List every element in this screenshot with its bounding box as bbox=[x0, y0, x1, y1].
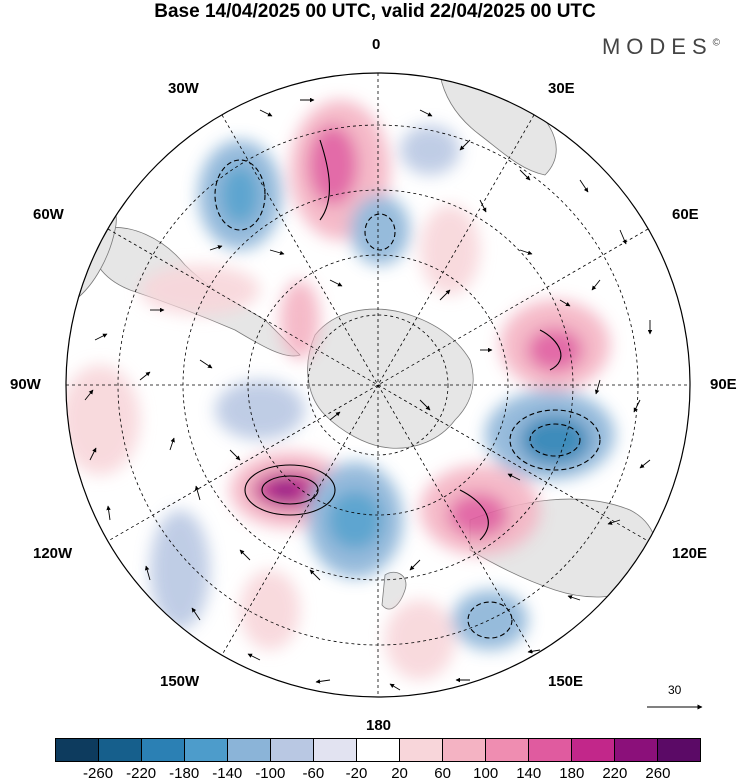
colorbar-swatch bbox=[572, 739, 615, 761]
colorbar-swatch bbox=[529, 739, 572, 761]
land-masses bbox=[66, 73, 658, 610]
lon-label-150w: 150W bbox=[160, 673, 200, 690]
lon-label-60e: 60E bbox=[672, 206, 699, 223]
colorbar bbox=[55, 738, 701, 762]
colorbar-swatch bbox=[228, 739, 271, 761]
map-boundary bbox=[65, 72, 691, 698]
colorbar-tick-label: -260 bbox=[83, 765, 114, 782]
colorbar-swatch bbox=[142, 739, 185, 761]
lon-label-0: 0 bbox=[372, 36, 381, 53]
map-title: Base 14/04/2025 00 UTC, valid 22/04/2025… bbox=[154, 1, 596, 22]
colorbar-swatch bbox=[99, 739, 142, 761]
colorbar-swatch bbox=[615, 739, 658, 761]
colorbar-swatch bbox=[185, 739, 228, 761]
colorbar-tick-label: 60 bbox=[434, 765, 451, 782]
colorbar-tick-label: 260 bbox=[645, 765, 671, 782]
brand-mark: © bbox=[712, 37, 720, 49]
colorbar-swatch bbox=[314, 739, 357, 761]
colorbar-swatch bbox=[400, 739, 443, 761]
colorbar-tick-label: -60 bbox=[302, 765, 325, 782]
vector-scale-label: 30 bbox=[668, 683, 682, 697]
colorbar-tick-label: -20 bbox=[345, 765, 368, 782]
lon-label-30w: 30W bbox=[168, 80, 199, 97]
colorbar-swatch bbox=[443, 739, 486, 761]
colorbar-tick-label: -220 bbox=[126, 765, 157, 782]
colorbar-swatch bbox=[271, 739, 314, 761]
lon-label-120w: 120W bbox=[33, 545, 73, 562]
new-zealand bbox=[381, 571, 407, 610]
colorbar-tick-label: 20 bbox=[391, 765, 408, 782]
colorbar-tick-label: 100 bbox=[473, 765, 499, 782]
lon-label-180: 180 bbox=[366, 717, 392, 734]
anomaly-field bbox=[66, 100, 615, 680]
lon-label-150e: 150E bbox=[548, 673, 584, 690]
colorbar-tick-label: 220 bbox=[602, 765, 628, 782]
lon-label-90e: 90E bbox=[710, 376, 737, 393]
colorbar-tick-label: -100 bbox=[255, 765, 286, 782]
map-field bbox=[66, 73, 690, 697]
lon-label-90w: 90W bbox=[10, 376, 41, 393]
antarctica bbox=[307, 308, 474, 449]
colorbar-swatch bbox=[658, 739, 700, 761]
brand-text: MODES bbox=[601, 34, 713, 59]
colorbar-swatch bbox=[357, 739, 400, 761]
colorbar-tick-label: -140 bbox=[212, 765, 243, 782]
lon-label-120e: 120E bbox=[672, 545, 708, 562]
contour-lines bbox=[214, 139, 601, 639]
colorbar-swatch bbox=[486, 739, 529, 761]
lon-label-30e: 30E bbox=[548, 80, 575, 97]
colorbar-tick-label: -180 bbox=[169, 765, 200, 782]
colorbar-tick-label: 140 bbox=[516, 765, 542, 782]
colorbar-swatch bbox=[56, 739, 99, 761]
brand-logo: MODES© bbox=[602, 34, 720, 60]
lon-label-60w: 60W bbox=[33, 206, 64, 223]
colorbar-tick-label: 180 bbox=[559, 765, 585, 782]
